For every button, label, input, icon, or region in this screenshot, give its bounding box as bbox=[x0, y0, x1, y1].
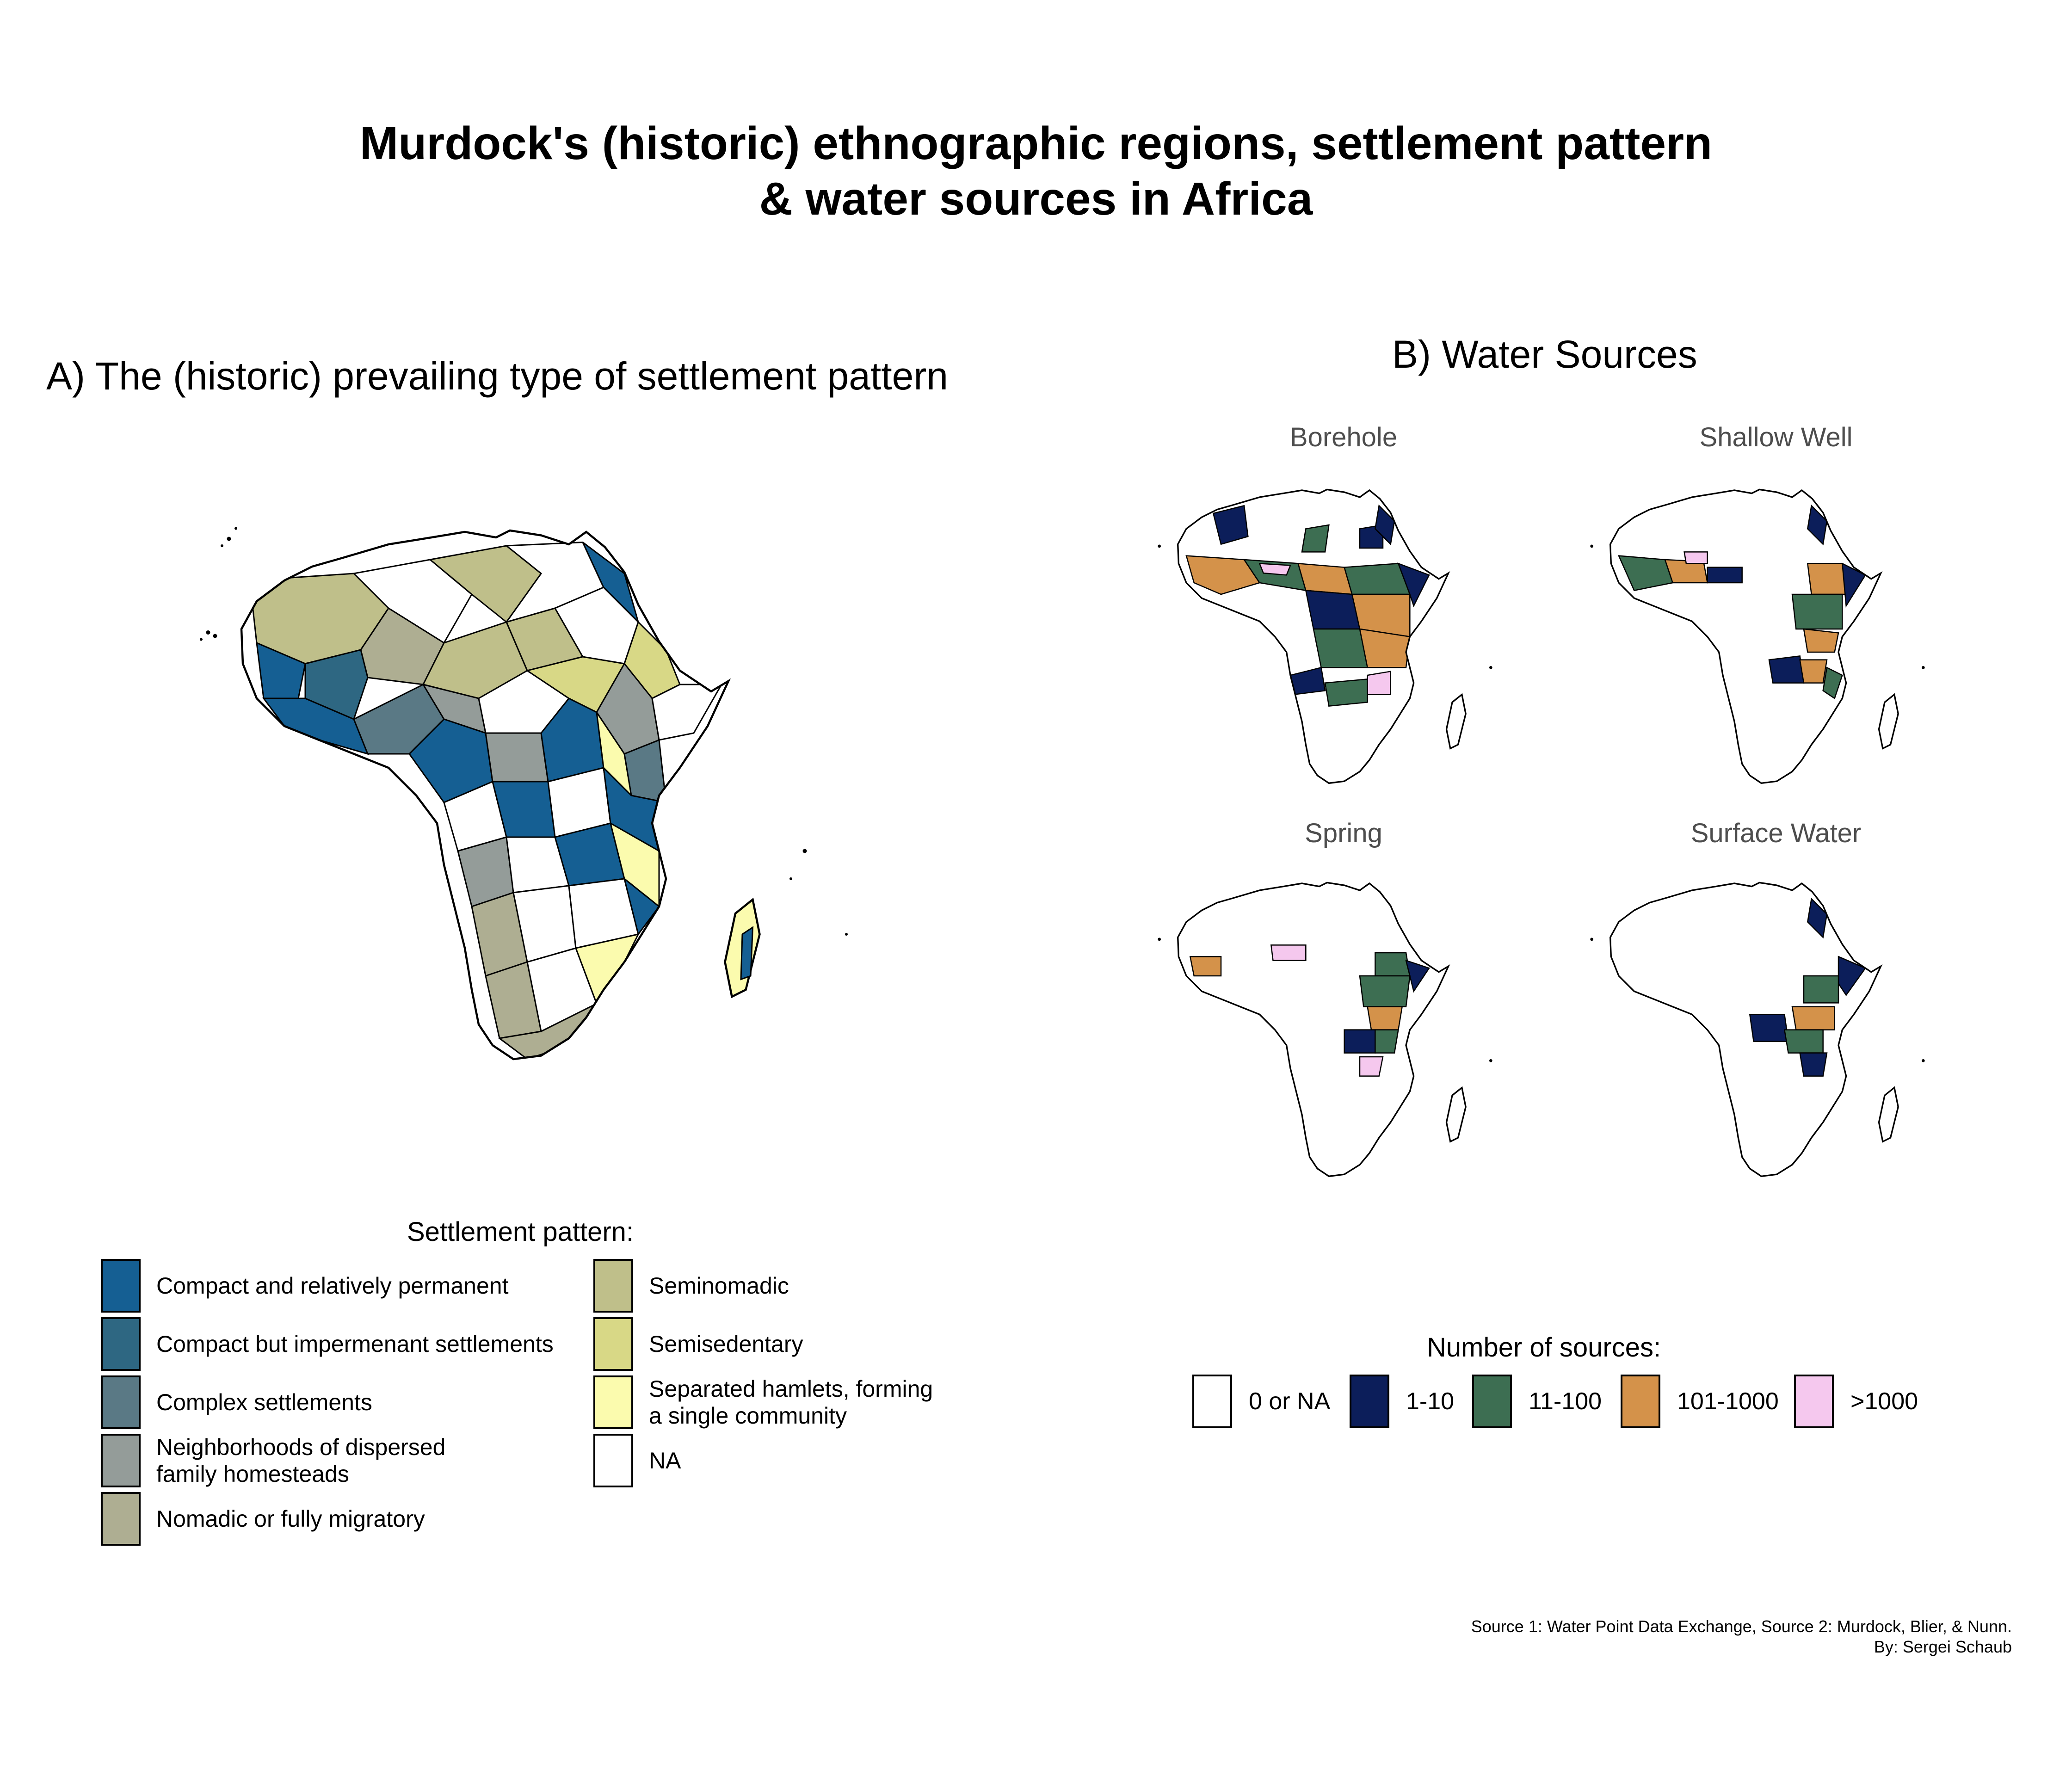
facet-label-surface-water: Surface Water bbox=[1690, 818, 1862, 848]
legend-label: Compact and relatively permanent bbox=[156, 1273, 509, 1299]
water-legend-swatch bbox=[1350, 1375, 1389, 1428]
legend-swatch bbox=[593, 1375, 633, 1429]
legend-swatch bbox=[101, 1434, 141, 1487]
panel-b-title: B) Water Sources bbox=[1392, 333, 1697, 376]
legend-label: Compact but impermenant settlements bbox=[156, 1331, 554, 1357]
main-title: Murdock's (historic) ethnographic region… bbox=[0, 116, 2072, 227]
settlement-legend-title: Settlement pattern: bbox=[407, 1217, 634, 1247]
legend-item: Compact and relatively permanent bbox=[101, 1259, 509, 1313]
panel-a-title: A) The (historic) prevailing type of set… bbox=[46, 354, 949, 398]
legend-swatch bbox=[593, 1259, 633, 1313]
facet-label-borehole: Borehole bbox=[1289, 422, 1398, 452]
water-legend-label: 1-10 bbox=[1406, 1388, 1455, 1415]
water-legend-swatch bbox=[1192, 1375, 1232, 1428]
water-legend-item: 101-1000 bbox=[1621, 1375, 1779, 1428]
legend-swatch bbox=[593, 1434, 633, 1487]
legend-item: Compact but impermenant settlements bbox=[101, 1317, 554, 1371]
credits-source: Source 1: Water Point Data Exchange, Sou… bbox=[1471, 1617, 2012, 1636]
water-legend-title: Number of sources: bbox=[1427, 1332, 1661, 1363]
map-spring bbox=[1158, 882, 1492, 1177]
legend-label: Seminomadic bbox=[649, 1273, 789, 1299]
legend-item: Complex settlements bbox=[101, 1375, 372, 1429]
legend-label: Complex settlements bbox=[156, 1389, 372, 1415]
water-legend-item: 0 or NA bbox=[1192, 1375, 1330, 1428]
water-legend-swatch bbox=[1794, 1375, 1834, 1428]
facet-label-spring: Spring bbox=[1305, 818, 1382, 848]
legend-swatch bbox=[101, 1259, 141, 1313]
legend-item: Neighborhoods of dispersed family homest… bbox=[101, 1434, 445, 1487]
legend-item: Seminomadic bbox=[593, 1259, 789, 1313]
legend-swatch bbox=[101, 1375, 141, 1429]
water-legend-swatch bbox=[1472, 1375, 1512, 1428]
water-legend-label: >1000 bbox=[1850, 1388, 1918, 1415]
map-shallow-well bbox=[1590, 488, 1925, 784]
legend-swatch bbox=[101, 1492, 141, 1546]
water-legend-label: 11-100 bbox=[1529, 1388, 1602, 1415]
map-surface-water bbox=[1590, 882, 1925, 1177]
legend-item: Semisedentary bbox=[593, 1317, 803, 1371]
legend-label: Separated hamlets, forming a single comm… bbox=[649, 1376, 933, 1429]
credits-author: By: Sergei Schaub bbox=[1874, 1637, 2012, 1656]
settlement-pattern-map bbox=[200, 527, 848, 1184]
legend-label: Semisedentary bbox=[649, 1331, 803, 1357]
legend-item: Nomadic or fully migratory bbox=[101, 1492, 425, 1546]
legend-label: Neighborhoods of dispersed family homest… bbox=[156, 1434, 446, 1487]
credits: Source 1: Water Point Data Exchange, Sou… bbox=[1471, 1616, 2012, 1657]
legend-label: Nomadic or fully migratory bbox=[156, 1506, 425, 1532]
legend-swatch bbox=[101, 1317, 141, 1371]
water-legend-item: 11-100 bbox=[1472, 1375, 1602, 1428]
water-legend-item: 1-10 bbox=[1350, 1375, 1454, 1428]
facet-label-shallow-well: Shallow Well bbox=[1699, 422, 1853, 452]
water-legend-label: 101-1000 bbox=[1677, 1388, 1779, 1415]
legend-item: NA bbox=[593, 1434, 681, 1487]
water-legend-item: >1000 bbox=[1794, 1375, 1918, 1428]
main-title-line-2: & water sources in Africa bbox=[759, 173, 1313, 225]
main-title-line-1: Murdock's (historic) ethnographic region… bbox=[359, 117, 1713, 169]
legend-swatch bbox=[593, 1317, 633, 1371]
legend-item: Separated hamlets, forming a single comm… bbox=[593, 1375, 933, 1429]
water-legend-swatch bbox=[1621, 1375, 1660, 1428]
legend-label: NA bbox=[649, 1448, 681, 1474]
water-legend-label: 0 or NA bbox=[1249, 1388, 1331, 1415]
map-borehole bbox=[1158, 488, 1492, 784]
